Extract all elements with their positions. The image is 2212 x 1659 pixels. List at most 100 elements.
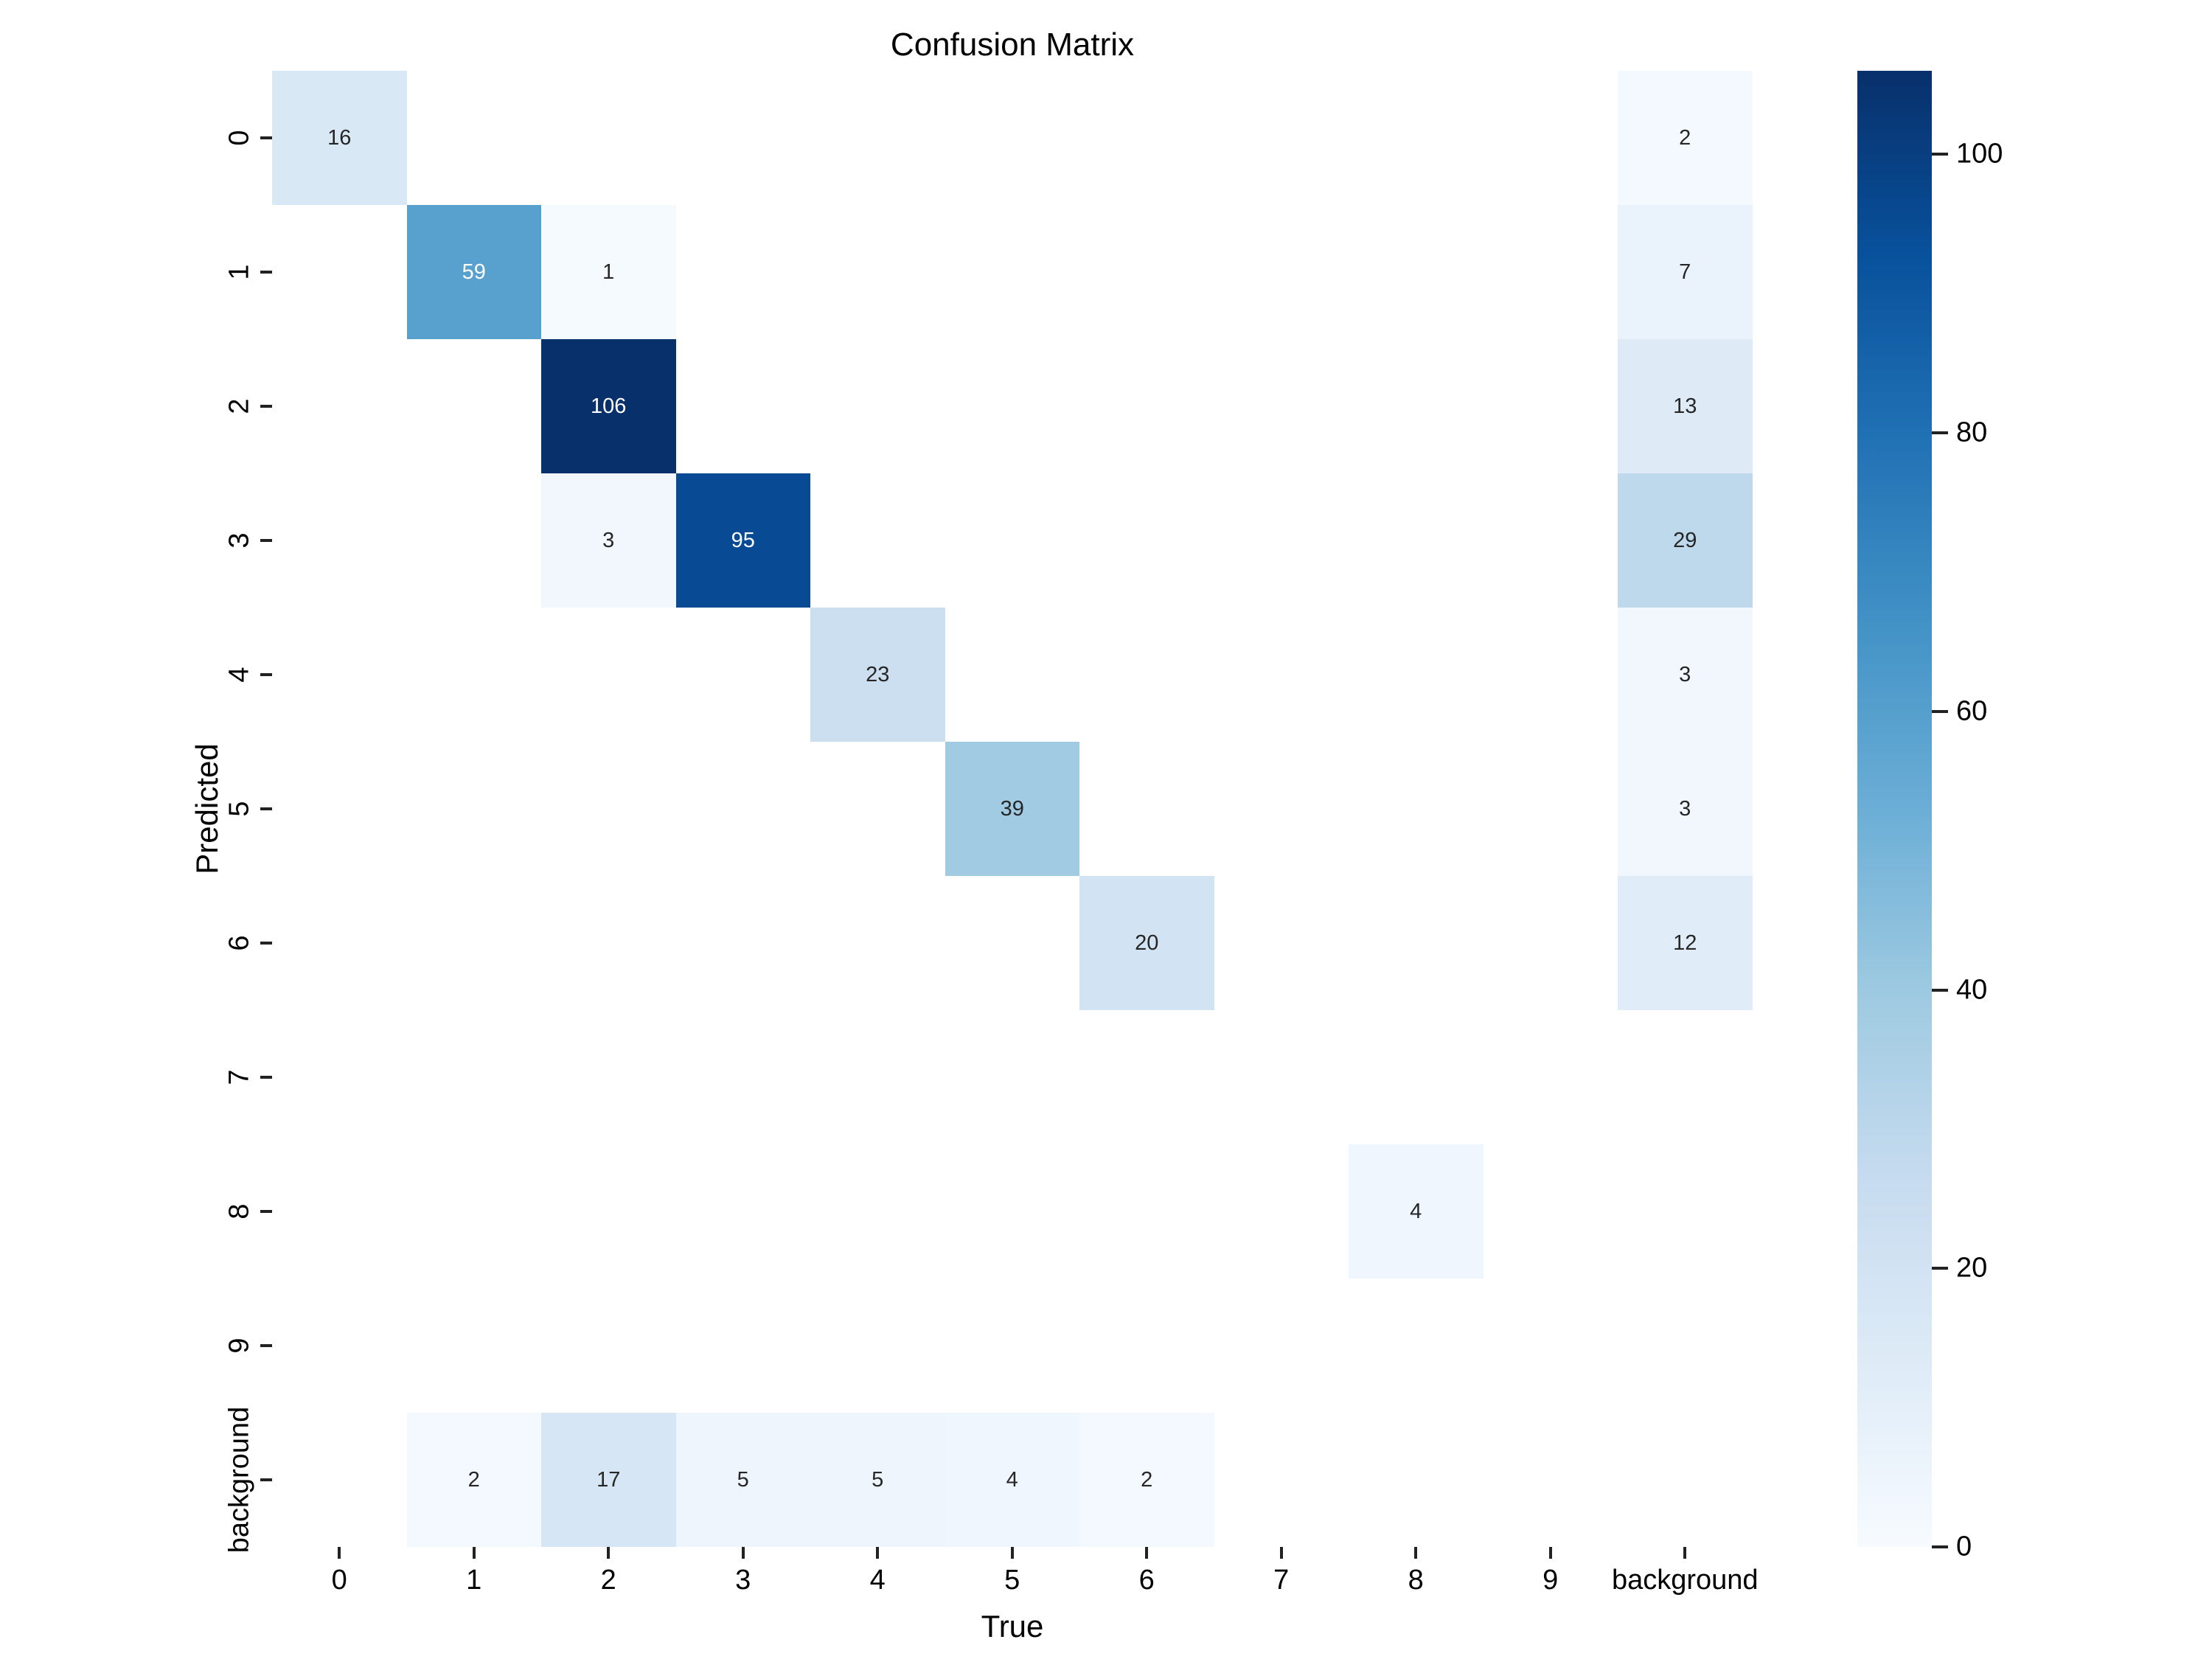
cell-value: 5	[737, 1467, 749, 1492]
heatmap-cell: 4	[945, 1413, 1079, 1547]
heatmap-cell: 5	[675, 1413, 810, 1547]
heatmap-cell: 20	[1079, 876, 1214, 1010]
cell-value: 39	[1000, 796, 1024, 821]
cell-value: 106	[591, 394, 627, 418]
cell-value: 20	[1135, 931, 1159, 955]
x-tick-label: background	[1611, 1565, 1759, 1596]
heatmap-cell: 3	[1618, 742, 1753, 876]
y-tick-mark	[260, 1076, 272, 1079]
cell-value: 3	[1679, 796, 1691, 821]
x-tick-label: 3	[735, 1565, 751, 1596]
y-tick-mark	[260, 136, 272, 139]
y-tick-mark	[260, 1344, 272, 1347]
x-tick-mark	[338, 1547, 341, 1559]
x-tick-mark	[1683, 1547, 1687, 1559]
cell-value: 5	[872, 1467, 884, 1492]
colorbar-tick-label: 40	[1956, 974, 1988, 1006]
y-tick-label: background	[223, 1406, 255, 1554]
y-tick-label: 8	[223, 1203, 255, 1220]
heatmap-cell: 4	[1349, 1144, 1484, 1279]
y-tick-mark	[260, 807, 272, 810]
colorbar-tick-mark	[1932, 1267, 1948, 1270]
cell-value: 2	[467, 1467, 480, 1492]
heatmap-cell: 95	[675, 473, 810, 608]
cell-value: 2	[1679, 125, 1691, 150]
y-tick-label: 9	[223, 1338, 255, 1354]
cell-value: 3	[1679, 662, 1691, 686]
x-tick-mark	[876, 1547, 880, 1559]
y-tick-mark	[260, 1210, 272, 1213]
y-tick-mark	[260, 942, 272, 945]
x-tick-mark	[1010, 1547, 1014, 1559]
cell-value: 59	[462, 260, 486, 284]
colorbar-tick-label: 60	[1956, 695, 1988, 727]
x-tick-mark	[472, 1547, 476, 1559]
colorbar-tick-label: 100	[1956, 138, 2003, 170]
cell-value: 3	[602, 528, 615, 552]
colorbar-tick-mark	[1932, 709, 1948, 713]
colorbar-tick-label: 20	[1956, 1252, 1988, 1284]
heatmap-cell: 2	[1618, 71, 1753, 205]
colorbar-tick-label: 80	[1956, 417, 1988, 448]
cell-value: 13	[1673, 394, 1697, 418]
heatmap-cell: 16	[272, 71, 407, 205]
chart-title: Confusion Matrix	[890, 27, 1135, 63]
heatmap-cell: 23	[810, 608, 945, 742]
heatmap-cell: 2	[1079, 1413, 1214, 1547]
cell-value: 2	[1141, 1467, 1153, 1492]
x-tick-label: 6	[1138, 1565, 1155, 1596]
cell-value: 95	[731, 528, 755, 552]
cell-value: 12	[1673, 931, 1697, 955]
x-tick-label: 0	[331, 1565, 347, 1596]
heatmap-cell: 106	[541, 339, 676, 473]
heatmap-cell: 29	[1618, 473, 1753, 608]
heatmap-cell: 7	[1618, 205, 1753, 339]
cell-value: 4	[1006, 1467, 1018, 1492]
heatmap-cell: 12	[1618, 876, 1753, 1010]
y-tick-mark	[260, 405, 272, 408]
heatmap-cell: 59	[406, 205, 541, 339]
heatmap-cell: 3	[541, 473, 676, 608]
y-axis-label: Predicted	[189, 743, 224, 874]
x-tick-label: 5	[1004, 1565, 1020, 1596]
x-tick-mark	[1279, 1547, 1283, 1559]
heatmap-cell: 2	[406, 1413, 541, 1547]
colorbar-gradient	[1857, 71, 1932, 1547]
colorbar-tick-mark	[1932, 988, 1948, 992]
x-tick-mark	[607, 1547, 611, 1559]
x-tick-mark	[1548, 1547, 1552, 1559]
y-tick-label: 1	[223, 264, 255, 280]
cell-value: 16	[327, 125, 352, 150]
cell-value: 4	[1410, 1199, 1422, 1223]
heatmap-cell: 1	[541, 205, 676, 339]
x-tick-mark	[741, 1547, 745, 1559]
heatmap-plot-area: 16 2 59 1 7 106 13 3 95 29 23 3 39 3 20 12 4 2 17 5 5 4 2	[272, 71, 1753, 1547]
y-tick-label: 6	[223, 935, 255, 951]
x-tick-mark	[1414, 1547, 1418, 1559]
y-tick-label: 4	[223, 667, 255, 683]
x-tick-label: 2	[600, 1565, 616, 1596]
y-tick-label: 5	[223, 801, 255, 817]
x-tick-label: 9	[1543, 1565, 1559, 1596]
cell-value: 7	[1679, 260, 1691, 284]
colorbar-tick-mark	[1932, 153, 1948, 156]
heatmap-cell: 39	[945, 742, 1079, 876]
y-tick-label: 2	[223, 398, 255, 414]
x-tick-label: 8	[1408, 1565, 1424, 1596]
y-tick-label: 3	[223, 532, 255, 549]
y-tick-mark	[260, 673, 272, 676]
cell-value: 17	[597, 1467, 621, 1492]
cell-value: 23	[866, 662, 890, 686]
x-tick-label: 1	[466, 1565, 482, 1596]
y-tick-mark	[260, 271, 272, 274]
heatmap-cell: 3	[1618, 608, 1753, 742]
heatmap-cell: 13	[1618, 339, 1753, 473]
colorbar-tick-mark	[1932, 431, 1948, 435]
y-tick-mark	[260, 1478, 272, 1481]
x-tick-mark	[1145, 1547, 1149, 1559]
cell-value: 29	[1673, 528, 1697, 552]
x-tick-label: 7	[1273, 1565, 1290, 1596]
colorbar-tick-label: 0	[1956, 1531, 1972, 1562]
colorbar-tick-mark	[1932, 1545, 1948, 1548]
